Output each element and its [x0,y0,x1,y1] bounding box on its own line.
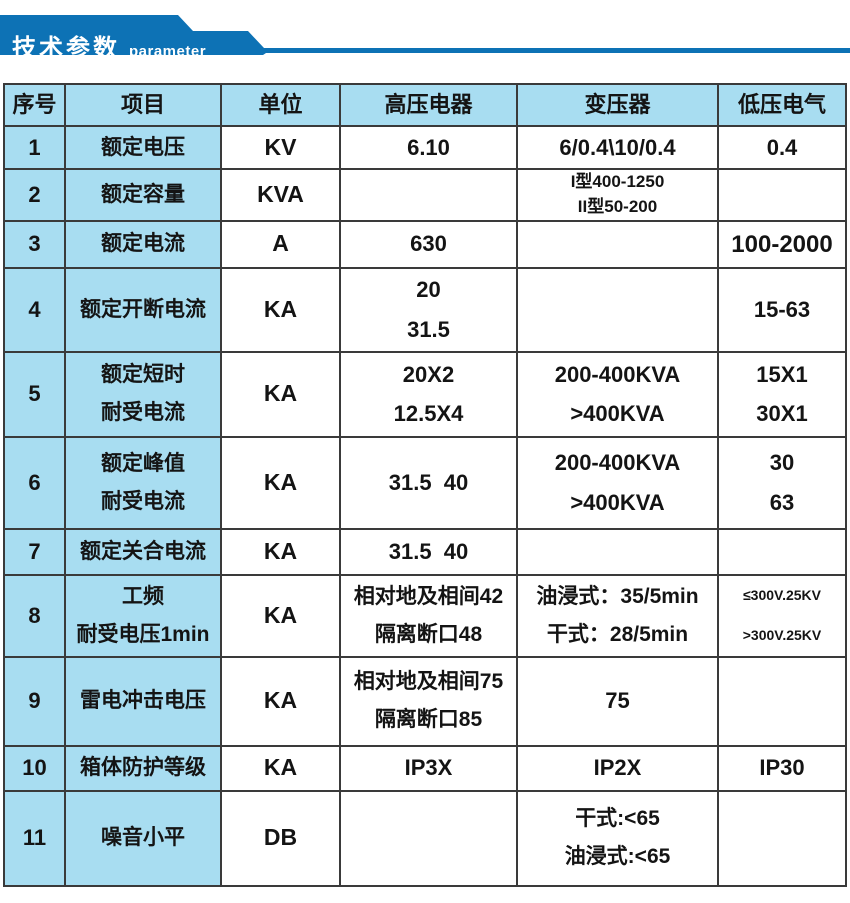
cell-tx [516,266,719,353]
column-header-lv: 低压电气 [717,83,847,127]
cell-lv: 100-2000 [717,219,847,269]
table-header-row: 序号 项目 单位 高压电器 变压器 低压电气 [3,83,847,127]
cell-item: 额定峰值 耐受电流 [64,435,222,530]
cell-hv: 630 [339,219,518,269]
cell-no: 11 [3,789,66,887]
cell-tx: 6/0.4\10/0.4 [516,124,719,171]
table-row: 8 工频 耐受电压1min KA 相对地及相间42 隔离断口48 油浸式：35/5min… [3,573,847,658]
cell-no: 9 [3,655,66,747]
table-row: 6 额定峰值 耐受电流 KA 31.5 40 200-400KVA >400KVA 30 … [3,435,847,530]
cell-item: 额定短时 耐受电流 [64,350,222,438]
cell-hv: 相对地及相间75 隔离断口85 [339,655,518,747]
cell-no: 6 [3,435,66,530]
cell-tx: IP2X [516,744,719,792]
cell-hv: 相对地及相间42 隔离断口48 [339,573,518,658]
cell-unit: KA [220,435,341,530]
cell-hv: 20X2 12.5X4 [339,350,518,438]
table-row: 4 额定开断电流 KA 20 31.5 15-63 [3,266,847,353]
cell-item: 额定开断电流 [64,266,222,353]
cell-hv: 6.10 [339,124,518,171]
cell-hv: IP3X [339,744,518,792]
cell-hv: 31.5 40 [339,435,518,530]
cell-lv [717,168,847,222]
cell-lv [717,655,847,747]
cell-no: 7 [3,527,66,576]
cell-item: 雷电冲击电压 [64,655,222,747]
cell-lv: 0.4 [717,124,847,171]
page-title: 技术参数 [12,35,120,62]
cell-item: 工频 耐受电压1min [64,573,222,658]
cell-unit: KA [220,350,341,438]
cell-lv [717,789,847,887]
column-header-tx: 变压器 [516,83,719,127]
column-header-unit: 单位 [220,83,341,127]
cell-item: 额定关合电流 [64,527,222,576]
cell-no: 10 [3,744,66,792]
table-row: 1 额定电压 KV 6.10 6/0.4\10/0.4 0.4 [3,124,847,171]
column-header-no: 序号 [3,83,66,127]
banner-ribbon-shape [0,15,850,55]
table-row: 3 额定电流 A 630 100-2000 [3,219,847,269]
cell-unit: KV [220,124,341,171]
cell-item: 噪音小平 [64,789,222,887]
cell-unit: KA [220,655,341,747]
cell-tx: I型400-1250 II型50-200 [516,168,719,222]
banner: 技术参数 parameter [12,28,206,63]
page-subtitle: parameter [129,43,207,60]
cell-no: 1 [3,124,66,171]
cell-hv: 20 31.5 [339,266,518,353]
cell-item: 箱体防护等级 [64,744,222,792]
cell-unit: DB [220,789,341,887]
cell-item: 额定容量 [64,168,222,222]
table-row: 11 噪音小平 DB 干式:<65 油浸式:<65 [3,789,847,887]
table-row: 9 雷电冲击电压 KA 相对地及相间75 隔离断口85 75 [3,655,847,747]
table-row: 5 额定短时 耐受电流 KA 20X2 12.5X4 200-400KVA >400KV… [3,350,847,438]
cell-unit: KA [220,527,341,576]
cell-item: 额定电压 [64,124,222,171]
cell-lv: IP30 [717,744,847,792]
cell-unit: KA [220,744,341,792]
cell-lv: 30 63 [717,435,847,530]
cell-tx: 200-400KVA >400KVA [516,435,719,530]
cell-no: 5 [3,350,66,438]
cell-unit: KA [220,573,341,658]
cell-lv: ≤300V.25KV >300V.25KV [717,573,847,658]
cell-lv: 15X1 30X1 [717,350,847,438]
cell-no: 2 [3,168,66,222]
cell-hv [339,789,518,887]
cell-unit: KVA [220,168,341,222]
cell-tx: 200-400KVA >400KVA [516,350,719,438]
column-header-item: 项目 [64,83,222,127]
cell-no: 8 [3,573,66,658]
banner-ribbon [0,15,850,55]
table-row: 10 箱体防护等级 KA IP3X IP2X IP30 [3,744,847,792]
cell-tx: 75 [516,655,719,747]
cell-unit: A [220,219,341,269]
cell-hv: 31.5 40 [339,527,518,576]
parameters-table: 序号 项目 单位 高压电器 变压器 低压电气 1 额定电压 KV 6.10 6/0.4\10/0.… [3,83,847,887]
table-row: 2 额定容量 KVA I型400-1250 II型50-200 [3,168,847,222]
cell-hv [339,168,518,222]
cell-lv: 15-63 [717,266,847,353]
cell-no: 4 [3,266,66,353]
cell-tx: 油浸式：35/5min 干式：28/5min [516,573,719,658]
cell-tx: 干式:<65 油浸式:<65 [516,789,719,887]
column-header-hv: 高压电器 [339,83,518,127]
cell-tx [516,527,719,576]
cell-tx [516,219,719,269]
cell-item: 额定电流 [64,219,222,269]
cell-no: 3 [3,219,66,269]
table-row: 7 额定关合电流 KA 31.5 40 [3,527,847,576]
cell-unit: KA [220,266,341,353]
cell-lv [717,527,847,576]
